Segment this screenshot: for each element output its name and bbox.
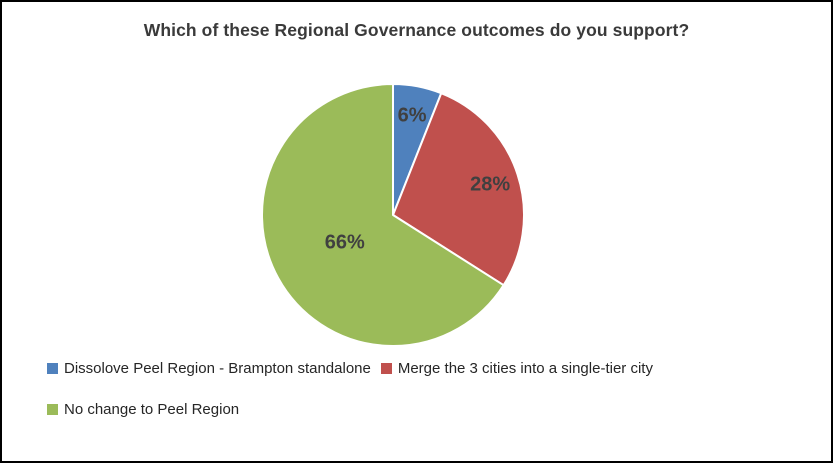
legend-row-2: No change to Peel Region xyxy=(47,401,801,418)
chart-title: Which of these Regional Governance outco… xyxy=(143,20,690,40)
legend-item-no-change: No change to Peel Region xyxy=(47,401,239,418)
pie-data-label-0: 6% xyxy=(398,105,427,127)
pie-data-label-2: 66% xyxy=(325,232,365,254)
legend-item-dissolve-peel: Dissolove Peel Region - Brampton standal… xyxy=(47,360,371,377)
legend-row-1: Dissolove Peel Region - Brampton standal… xyxy=(47,360,801,377)
pie-data-label-1: 28% xyxy=(470,173,510,195)
legend-swatch-red xyxy=(380,363,392,374)
legend-item-merge-cities: Merge the 3 cities into a single-tier ci… xyxy=(380,360,653,377)
chart-legend: Dissolove Peel Region - Brampton standal… xyxy=(47,360,801,442)
pie-slice-1 xyxy=(392,92,525,287)
legend-swatch-blue xyxy=(47,363,58,374)
pie-slice-2 xyxy=(261,83,505,347)
legend-swatch-green xyxy=(47,404,58,415)
legend-label-dissolve-peel: Dissolove Peel Region - Brampton standal… xyxy=(64,360,371,377)
legend-label-merge-cities: Merge the 3 cities into a single-tier ci… xyxy=(397,360,653,377)
legend-label-no-change: No change to Peel Region xyxy=(64,401,240,418)
